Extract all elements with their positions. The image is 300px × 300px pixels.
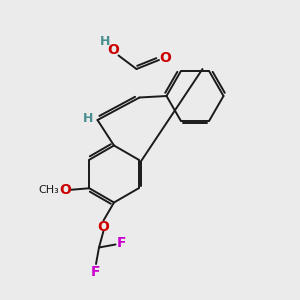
Text: H: H: [83, 112, 94, 125]
Text: F: F: [91, 265, 101, 278]
Text: O: O: [98, 220, 110, 234]
Text: O: O: [59, 183, 71, 197]
Text: F: F: [117, 236, 126, 250]
Text: O: O: [107, 43, 119, 57]
Text: H: H: [100, 34, 110, 48]
Text: CH₃: CH₃: [38, 185, 59, 195]
Text: O: O: [160, 52, 172, 65]
